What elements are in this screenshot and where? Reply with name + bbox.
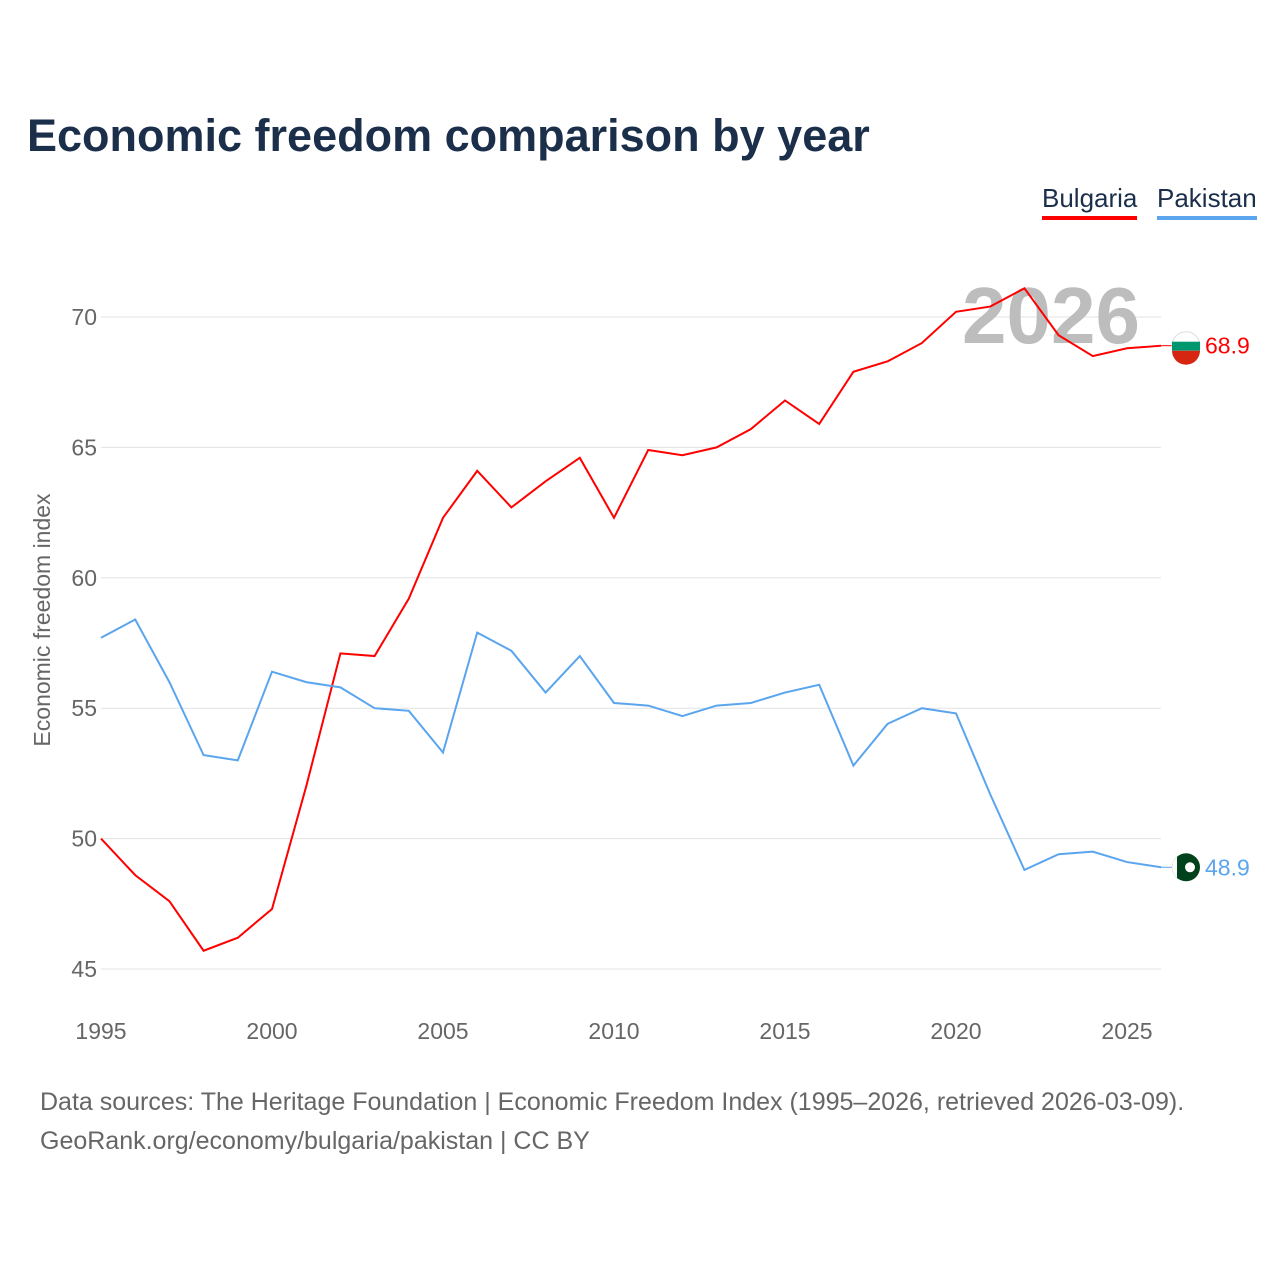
flag-icon-pakistan	[1172, 853, 1200, 882]
flag-crescent-icon	[1185, 862, 1195, 873]
end-value-label: 68.9	[1205, 333, 1250, 359]
year-watermark: 2026	[962, 271, 1140, 360]
y-tick-label: 60	[71, 565, 97, 591]
legend-pakistan[interactable]: Pakistan	[1157, 183, 1257, 220]
y-tick-label: 45	[71, 956, 97, 982]
y-tick-label: 70	[71, 304, 97, 330]
end-value-label: 48.9	[1205, 854, 1250, 880]
y-tick-label: 50	[71, 826, 97, 852]
y-axis-title: Economic freedom index	[29, 493, 55, 747]
flag-white-band	[1172, 853, 1186, 882]
flag-green-band	[1172, 341, 1200, 351]
x-tick-label: 2020	[930, 1018, 981, 1044]
y-tick-label: 55	[71, 695, 97, 721]
x-tick-label: 1995	[75, 1018, 126, 1044]
series-line-pakistan	[100, 618, 1162, 872]
x-tick-label: 2010	[588, 1018, 639, 1044]
flag-icon-bulgaria	[1171, 331, 1201, 365]
legend-bulgaria[interactable]: Bulgaria	[1042, 183, 1138, 220]
source-link[interactable]: GeoRank.org/economy/bulgaria/pakistan | …	[40, 1127, 590, 1155]
x-tick-label: 2025	[1101, 1018, 1152, 1044]
flag-red-band	[1172, 350, 1200, 365]
x-tick-label: 2005	[417, 1018, 468, 1044]
chart-title: Economic freedom comparison by year	[27, 110, 870, 161]
source-note: Data sources: The Heritage Foundation | …	[40, 1088, 1185, 1116]
x-tick-label: 2015	[759, 1018, 810, 1044]
x-tick-label: 2000	[246, 1018, 297, 1044]
y-tick-label: 65	[71, 434, 97, 460]
series-line-bulgaria	[100, 287, 1162, 952]
